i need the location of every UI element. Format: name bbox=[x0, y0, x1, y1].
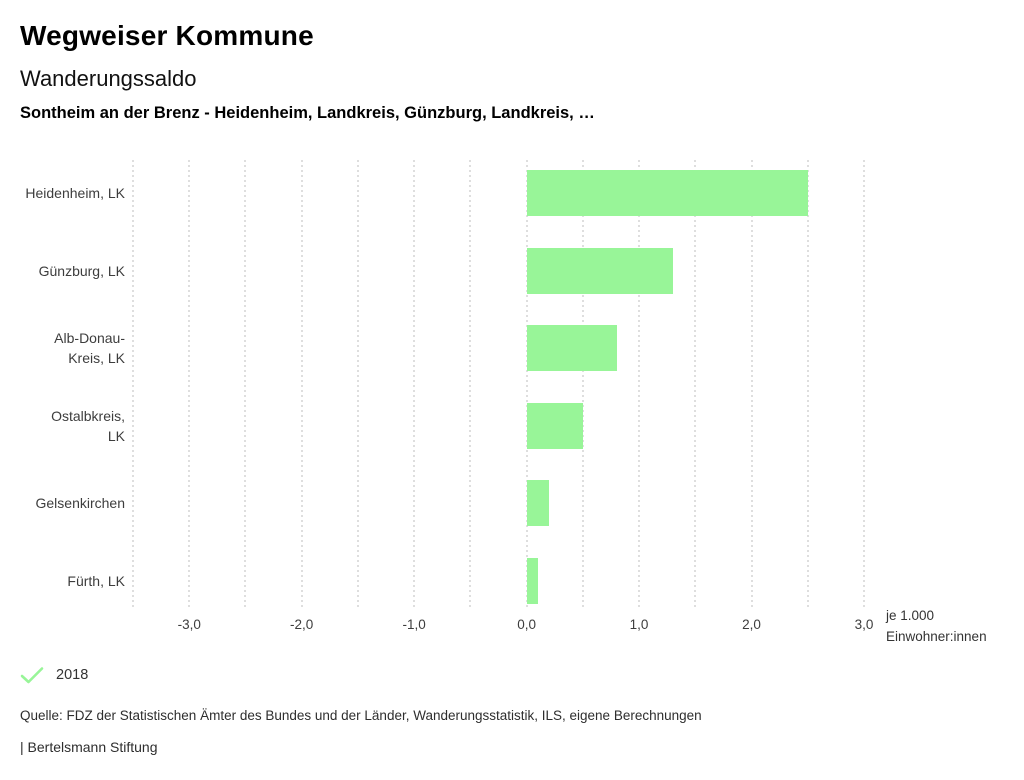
x-axis-unit-label: je 1.000 Einwohner:innen bbox=[886, 605, 987, 647]
x-axis-unit-line2: Einwohner:innen bbox=[886, 629, 987, 644]
gridline bbox=[413, 160, 415, 608]
source-note: Quelle: FDZ der Statistischen Ämter des … bbox=[20, 708, 702, 723]
gridline bbox=[807, 160, 809, 608]
app-title: Wegweiser Kommune bbox=[20, 20, 314, 51]
chart-title: Wanderungssaldo bbox=[20, 66, 197, 91]
x-axis-tick-label: -2,0 bbox=[290, 617, 314, 632]
legend-item-2018[interactable]: 2018 bbox=[20, 666, 88, 684]
chart-subtitle: Sontheim an der Brenz - Heidenheim, Land… bbox=[20, 104, 595, 122]
bar[interactable] bbox=[526, 402, 583, 449]
bar[interactable] bbox=[526, 480, 550, 526]
gridline bbox=[469, 160, 471, 608]
bar[interactable] bbox=[526, 170, 808, 216]
plot-area bbox=[132, 160, 865, 608]
gridline bbox=[638, 160, 640, 608]
gridline bbox=[132, 160, 134, 608]
bar[interactable] bbox=[526, 557, 538, 604]
attribution: | Bertelsmann Stiftung bbox=[20, 739, 158, 755]
gridline bbox=[244, 160, 246, 608]
gridline bbox=[694, 160, 696, 608]
x-axis-tick-label: -1,0 bbox=[402, 617, 426, 632]
gridline bbox=[188, 160, 190, 608]
gridline bbox=[582, 160, 584, 608]
y-axis-category-label: Gelsenkirchen bbox=[35, 495, 126, 511]
y-axis-category-label: Fürth, LK bbox=[67, 572, 125, 589]
y-axis-category-label: Ostalbkreis, LK bbox=[51, 407, 125, 444]
gridline bbox=[301, 160, 303, 608]
y-axis-category-label: Alb-Donau- Kreis, LK bbox=[54, 330, 125, 366]
bar[interactable] bbox=[526, 247, 673, 294]
gridline bbox=[357, 160, 359, 608]
x-axis-tick-label: 3,0 bbox=[854, 617, 874, 632]
x-axis-tick-label: 0,0 bbox=[517, 617, 536, 632]
gridline bbox=[751, 160, 753, 608]
x-axis-tick-label: -3,0 bbox=[177, 617, 201, 632]
gridline bbox=[863, 160, 865, 608]
y-axis-category-label: Günzburg, LK bbox=[38, 262, 125, 279]
bar[interactable] bbox=[526, 325, 617, 371]
gridline bbox=[526, 160, 528, 608]
x-axis-unit-line1: je 1.000 bbox=[886, 608, 935, 623]
x-axis-tick-label: 2,0 bbox=[742, 617, 761, 632]
y-axis-category-label: Heidenheim, LK bbox=[25, 185, 125, 201]
check-icon bbox=[20, 666, 44, 684]
x-axis-tick-label: 1,0 bbox=[629, 617, 649, 632]
legend-item-label: 2018 bbox=[56, 667, 89, 683]
